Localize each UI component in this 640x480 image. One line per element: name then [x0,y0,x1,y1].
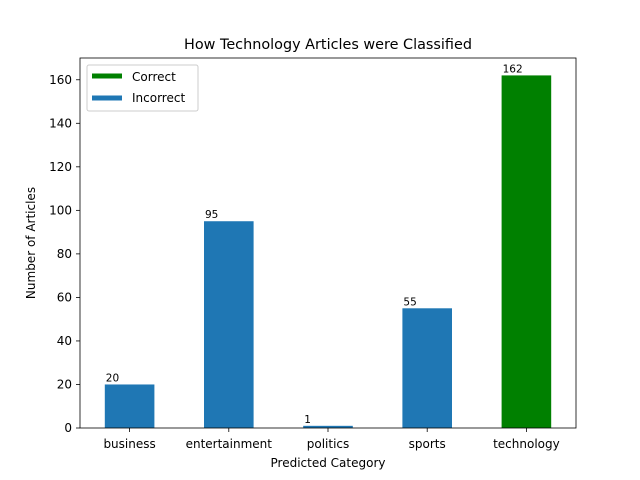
x-tick-label-sports: sports [409,437,446,451]
legend: Correct Incorrect [86,64,199,112]
bar-value-label-politics: 1 [304,414,311,426]
x-tick-label-business: business [103,437,155,451]
y-axis: 0 20 40 60 80 100 120 140 160 [49,73,80,435]
bar-entertainment [204,221,254,428]
y-axis-label: Number of Articles [24,187,38,299]
y-tick-label: 20 [57,377,72,391]
legend-incorrect-label: Incorrect [132,91,185,105]
x-tick-label-technology: technology [493,437,560,451]
bar-technology [501,75,552,428]
bar-value-label-business: 20 [106,372,119,384]
bars-group [104,75,552,428]
chart-title: How Technology Articles were Classified [184,37,472,53]
y-tick-label: 80 [57,247,72,261]
x-axis: business entertainment politics sports techn… [103,428,560,451]
plot-frame [79,57,577,429]
x-tick-label-entertainment: entertainment [186,437,273,451]
bar-sports [402,308,452,428]
y-tick-label: 140 [49,116,72,130]
bar-politics [303,425,353,428]
bar-value-label-technology: 162 [503,63,523,75]
y-tick-label: 120 [49,160,72,174]
y-tick-label: 0 [64,421,72,435]
legend-correct-label: Correct [132,70,176,84]
bar-business [104,384,155,428]
y-tick-label: 160 [49,73,72,87]
y-tick-label: 40 [57,334,72,348]
y-tick-label: 100 [49,203,72,217]
bar-labels-group: 20 95 1 55 162 [106,63,523,425]
x-tick-label-politics: politics [307,437,350,451]
x-axis-label: Predicted Category [271,456,386,470]
bar-value-label-sports: 55 [403,296,416,308]
bar-value-label-entertainment: 95 [205,209,218,221]
y-tick-label: 60 [57,290,72,304]
